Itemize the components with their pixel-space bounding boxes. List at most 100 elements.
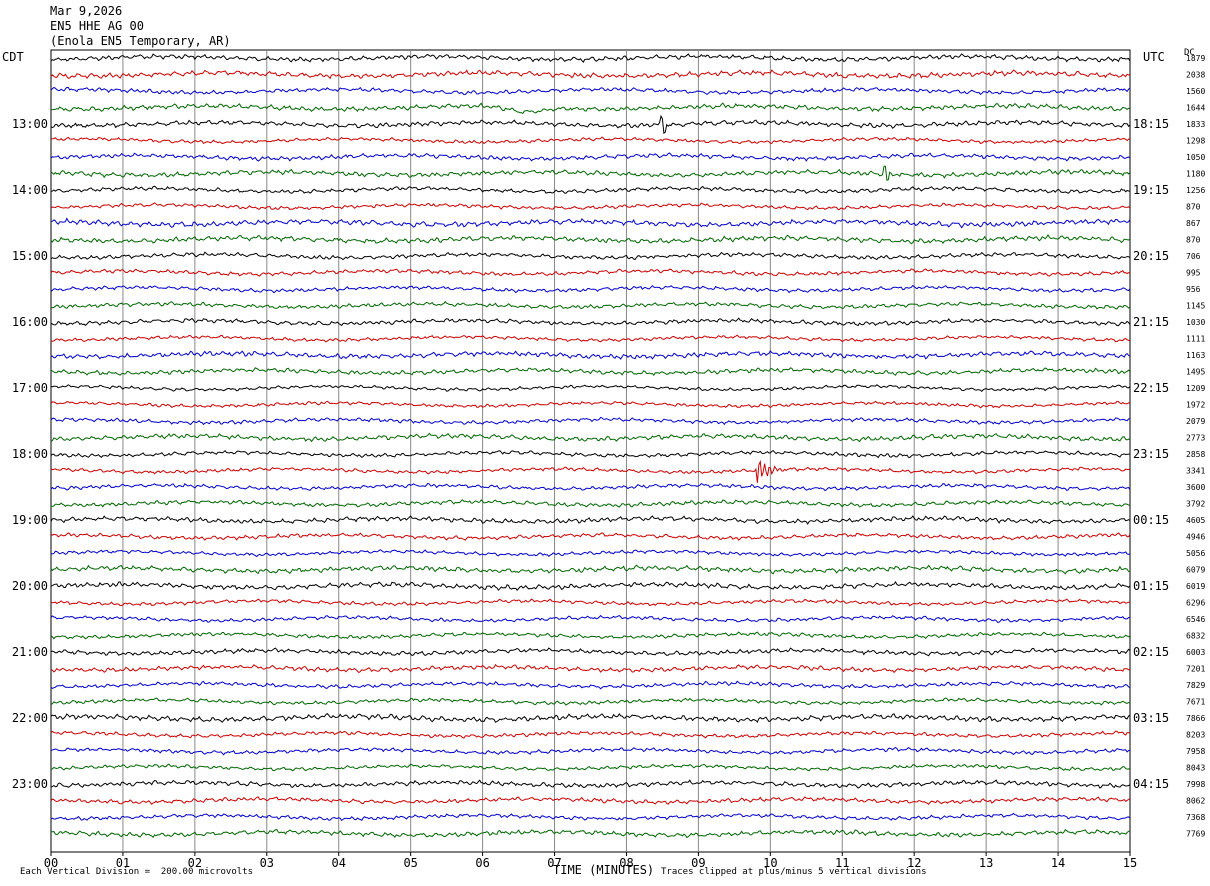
clip-note: Traces clipped at plus/minus 5 vertical … <box>661 867 927 877</box>
x-tick-label: 04 <box>332 856 346 870</box>
trace-line <box>50 449 1131 459</box>
x-tick-label: 15 <box>1123 856 1137 870</box>
local-hour-label: 20:00 <box>12 579 48 593</box>
trace-line <box>50 251 1131 261</box>
trace-line <box>50 334 1131 343</box>
x-tick-label: 10 <box>763 856 777 870</box>
x-tick-label: 09 <box>691 856 705 870</box>
trace-line <box>50 152 1131 162</box>
trace-line <box>50 459 1131 483</box>
trace-line <box>50 350 1131 360</box>
dc-offset-label: 995 <box>1186 269 1201 278</box>
trace-line <box>50 697 1131 706</box>
trace-line <box>50 114 1131 135</box>
trace-line <box>50 515 1131 525</box>
x-tick-label: 12 <box>907 856 921 870</box>
trace-line <box>50 367 1131 377</box>
utc-hour-label: 00:15 <box>1133 513 1169 527</box>
dc-offset-label: 1050 <box>1186 153 1205 162</box>
trace-line <box>50 234 1131 245</box>
dc-offset-label: 1833 <box>1186 120 1205 129</box>
dc-offset-label: 1111 <box>1186 335 1205 344</box>
dc-offset-label: 7769 <box>1186 830 1205 839</box>
trace-line <box>50 165 1131 181</box>
trace-line <box>50 185 1131 194</box>
local-hour-label: 16:00 <box>12 315 48 329</box>
x-tick-label: 13 <box>979 856 993 870</box>
x-tick-label: 05 <box>403 856 417 870</box>
local-hour-label: 13:00 <box>12 117 48 131</box>
dc-offset-label: 1972 <box>1186 401 1205 410</box>
dc-offset-label: 7201 <box>1186 665 1205 674</box>
dc-offset-label: 6296 <box>1186 599 1205 608</box>
trace-line <box>50 69 1131 80</box>
dc-offset-label: 1030 <box>1186 318 1205 327</box>
channel-code: EN5 HHE AG 00 <box>50 19 144 33</box>
dc-offset-label: 6003 <box>1186 648 1205 657</box>
dc-offset-label: 1495 <box>1186 368 1205 377</box>
dc-offset-label: 956 <box>1186 285 1201 294</box>
utc-hour-label: 21:15 <box>1133 315 1169 329</box>
utc-hour-label: 23:15 <box>1133 447 1169 461</box>
local-hour-label: 17:00 <box>12 381 48 395</box>
trace-line <box>50 217 1131 229</box>
trace-line <box>50 812 1131 821</box>
x-axis-title: TIME (MINUTES) <box>553 863 655 877</box>
dc-offset-label: 6832 <box>1186 632 1205 641</box>
trace-line <box>50 268 1131 277</box>
trace-line <box>50 416 1131 426</box>
dc-offset-label: 1209 <box>1186 384 1205 393</box>
dc-offset-label: 6546 <box>1186 615 1205 624</box>
utc-hour-label: 03:15 <box>1133 711 1169 725</box>
dc-offset-label: 7958 <box>1186 747 1205 756</box>
trace-line <box>50 136 1131 145</box>
dc-offset-label: 1644 <box>1186 104 1205 113</box>
dc-offset-label: 706 <box>1186 252 1201 261</box>
utc-hour-label: 18:15 <box>1133 117 1169 131</box>
dc-offset-label: 8062 <box>1186 797 1205 806</box>
x-tick-label: 00 <box>44 856 58 870</box>
trace-line <box>50 284 1131 294</box>
dc-offset-label: 870 <box>1186 236 1201 245</box>
dc-offset-label: 4946 <box>1186 533 1205 542</box>
dc-offset-label: 870 <box>1186 203 1201 212</box>
trace-line <box>50 746 1131 756</box>
local-hour-label: 23:00 <box>12 777 48 791</box>
x-tick-label: 02 <box>188 856 202 870</box>
dc-offset-label: 2079 <box>1186 417 1205 426</box>
vertical-scale-note: Each Vertical Division = 200.00 microvol… <box>20 867 253 877</box>
utc-hour-label: 22:15 <box>1133 381 1169 395</box>
trace-line <box>50 432 1131 443</box>
trace-line <box>50 796 1131 806</box>
utc-hour-label: 19:15 <box>1133 183 1169 197</box>
local-hour-label: 14:00 <box>12 183 48 197</box>
trace-line <box>50 53 1131 63</box>
station-name: (Enola EN5 Temporary, AR) <box>50 34 231 48</box>
dc-offset-label: 7998 <box>1186 780 1205 789</box>
trace-line <box>50 712 1131 724</box>
trace-line <box>50 647 1131 657</box>
dc-offset-header: DC <box>1184 48 1195 58</box>
dc-offset-label: 7829 <box>1186 681 1205 690</box>
dc-offset-label: 1256 <box>1186 186 1205 195</box>
dc-offset-label: 3600 <box>1186 483 1205 492</box>
dc-offset-label: 1163 <box>1186 351 1205 360</box>
dc-offset-label: 2038 <box>1186 71 1205 80</box>
dc-offset-label: 4605 <box>1186 516 1205 525</box>
dc-offset-label: 2773 <box>1186 434 1205 443</box>
utc-hour-label: 02:15 <box>1133 645 1169 659</box>
utc-hour-label: 04:15 <box>1133 777 1169 791</box>
dc-offset-label: 8043 <box>1186 764 1205 773</box>
dc-offset-label: 1560 <box>1186 87 1205 96</box>
dc-offset-label: 1145 <box>1186 302 1205 311</box>
trace-line <box>50 598 1131 607</box>
dc-offset-label: 3792 <box>1186 500 1205 509</box>
trace-line <box>50 532 1131 541</box>
dc-offset-label: 6079 <box>1186 566 1205 575</box>
trace-line <box>50 384 1131 392</box>
dc-offset-label: 7671 <box>1186 698 1205 707</box>
x-tick-label: 06 <box>475 856 489 870</box>
trace-line <box>50 317 1131 327</box>
trace-line <box>50 482 1131 492</box>
